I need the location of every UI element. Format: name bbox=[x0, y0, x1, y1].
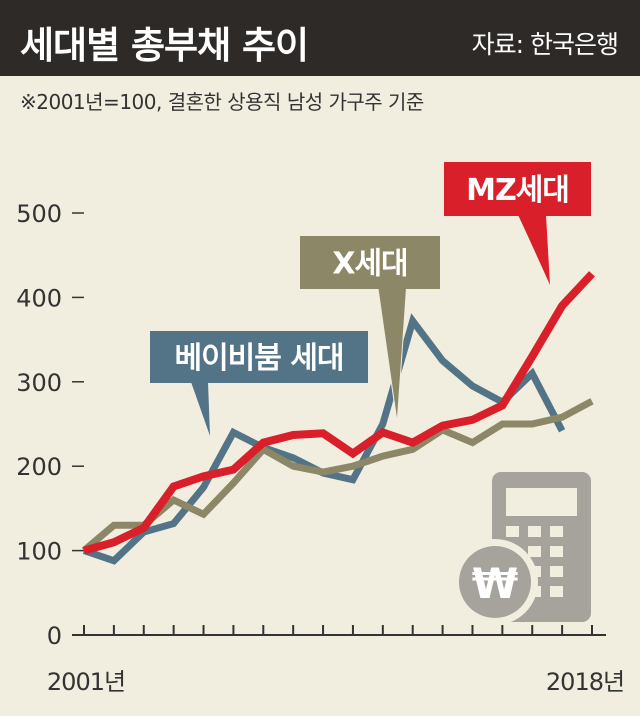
header-bar: 세대별 총부채 추이 자료: 한국은행 bbox=[0, 0, 640, 76]
y-tick-label: 100 bbox=[16, 538, 62, 566]
legend-mz-box bbox=[444, 162, 591, 216]
x-end-label: 2018년 bbox=[546, 668, 624, 696]
source-label: 자료: 한국은행 bbox=[471, 30, 619, 59]
legend-babyboom-label: 베이비붐 세대 bbox=[174, 341, 343, 376]
svg-text:₩: ₩ bbox=[472, 559, 518, 608]
y-tick-label: 300 bbox=[16, 369, 62, 397]
legend-x-pointer-fill bbox=[378, 285, 406, 418]
legend-x-label: X세대 bbox=[332, 247, 407, 282]
series-line-x bbox=[81, 398, 594, 554]
series-line-mz bbox=[82, 271, 595, 555]
chart-note: ※2001년=100, 결혼한 상용직 남성 가구주 기준 bbox=[20, 90, 424, 114]
x-start-label: 2001년 bbox=[47, 668, 125, 696]
y-tick-label: 500 bbox=[16, 200, 62, 228]
y-tick-label: 200 bbox=[16, 453, 62, 481]
legend-babyboom-box bbox=[150, 331, 368, 383]
y-tick-label: 400 bbox=[16, 284, 62, 312]
y-tick-label: 0 bbox=[47, 622, 62, 650]
legend-x-box bbox=[300, 236, 440, 289]
legend-mz-label: MZ세대 bbox=[466, 173, 569, 208]
chart-title: 세대별 총부채 추이 bbox=[20, 24, 309, 67]
legend-babyboom-pointer-fill bbox=[190, 379, 210, 436]
legend-mz-pointer-fill bbox=[517, 212, 550, 285]
calculator-won-icon: ₩ bbox=[452, 472, 591, 625]
